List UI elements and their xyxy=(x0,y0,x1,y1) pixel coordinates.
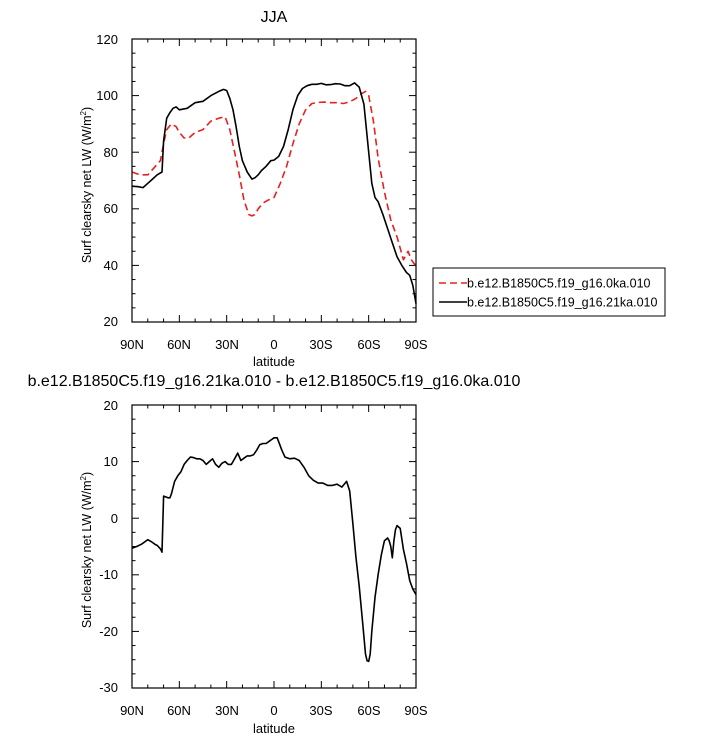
top-chart-title: JJA xyxy=(261,9,288,26)
bottom-x-tick-label: 30S xyxy=(309,703,332,718)
bottom-x-tick-label: 60N xyxy=(167,703,191,718)
series-line-0ka xyxy=(131,90,417,267)
bottom-y-tick-label: 0 xyxy=(111,511,118,526)
bottom-y-tick-label: -20 xyxy=(99,624,118,639)
legend-label-21ka: b.e12.B1850C5.f19_g16.21ka.010 xyxy=(467,296,657,310)
bottom-y-tick-label: 20 xyxy=(104,398,118,413)
bottom-y-tick-labels: -30 -20 -10 0 10 20 xyxy=(99,398,118,695)
bottom-chart-title: b.e12.B1850C5.f19_g16.21ka.010 - b.e12.B… xyxy=(28,373,521,390)
top-plot-frame xyxy=(131,38,417,323)
legend-label-0ka: b.e12.B1850C5.f19_g16.0ka.010 xyxy=(467,277,651,291)
bottom-y-axis-label: Surf clearsky net LW (W/m2) xyxy=(79,472,94,628)
top-panel: JJA 90N 60N 30N 0 30S 60S 90S 20 40 60 8… xyxy=(79,9,666,369)
bottom-y-tick-label: 10 xyxy=(104,454,118,469)
top-y-tick-label: 100 xyxy=(96,88,118,103)
bottom-y-tick-label: -30 xyxy=(99,680,118,695)
bottom-x-axis-label: latitude xyxy=(253,721,295,736)
series-line-difference xyxy=(131,437,417,663)
top-y-tick-labels: 20 40 60 80 100 120 xyxy=(96,32,118,329)
top-x-tick-labels: 90N 60N 30N 0 30S 60S 90S xyxy=(120,337,428,352)
top-y-tick-label: 80 xyxy=(104,145,118,160)
bottom-x-tick-labels: 90N 60N 30N 0 30S 60S 90S xyxy=(120,703,428,718)
bottom-plot-frame xyxy=(131,404,417,689)
legend-box xyxy=(432,267,666,317)
bottom-x-tick-label: 30N xyxy=(215,703,239,718)
bottom-panel: b.e12.B1850C5.f19_g16.21ka.010 - b.e12.B… xyxy=(28,373,521,736)
top-y-tick-label: 120 xyxy=(96,32,118,47)
bottom-x-tick-label: 60S xyxy=(357,703,380,718)
top-series xyxy=(131,82,417,304)
top-y-tick-label: 40 xyxy=(104,258,118,273)
bottom-series xyxy=(131,437,417,663)
bottom-x-tick-label: 0 xyxy=(270,703,277,718)
bottom-x-tick-label: 90N xyxy=(120,703,144,718)
top-y-tick-label: 60 xyxy=(104,201,118,216)
top-y-tick-label: 20 xyxy=(104,314,118,329)
bottom-ticks xyxy=(131,404,417,689)
top-x-tick-label: 90S xyxy=(404,337,427,352)
top-y-axis-label: Surf clearsky net LW (W/m2) xyxy=(79,107,94,263)
top-ticks xyxy=(131,38,417,323)
bottom-x-tick-label: 90S xyxy=(404,703,427,718)
top-x-tick-label: 60N xyxy=(167,337,191,352)
top-x-tick-label: 30N xyxy=(215,337,239,352)
top-x-tick-label: 90N xyxy=(120,337,144,352)
bottom-y-tick-label: -10 xyxy=(99,567,118,582)
top-x-tick-label: 30S xyxy=(309,337,332,352)
legend: b.e12.B1850C5.f19_g16.0ka.010 b.e12.B185… xyxy=(432,267,666,317)
series-line-21ka xyxy=(131,82,417,304)
top-x-tick-label: 0 xyxy=(270,337,277,352)
top-x-tick-label: 60S xyxy=(357,337,380,352)
top-x-axis-label: latitude xyxy=(253,354,295,369)
